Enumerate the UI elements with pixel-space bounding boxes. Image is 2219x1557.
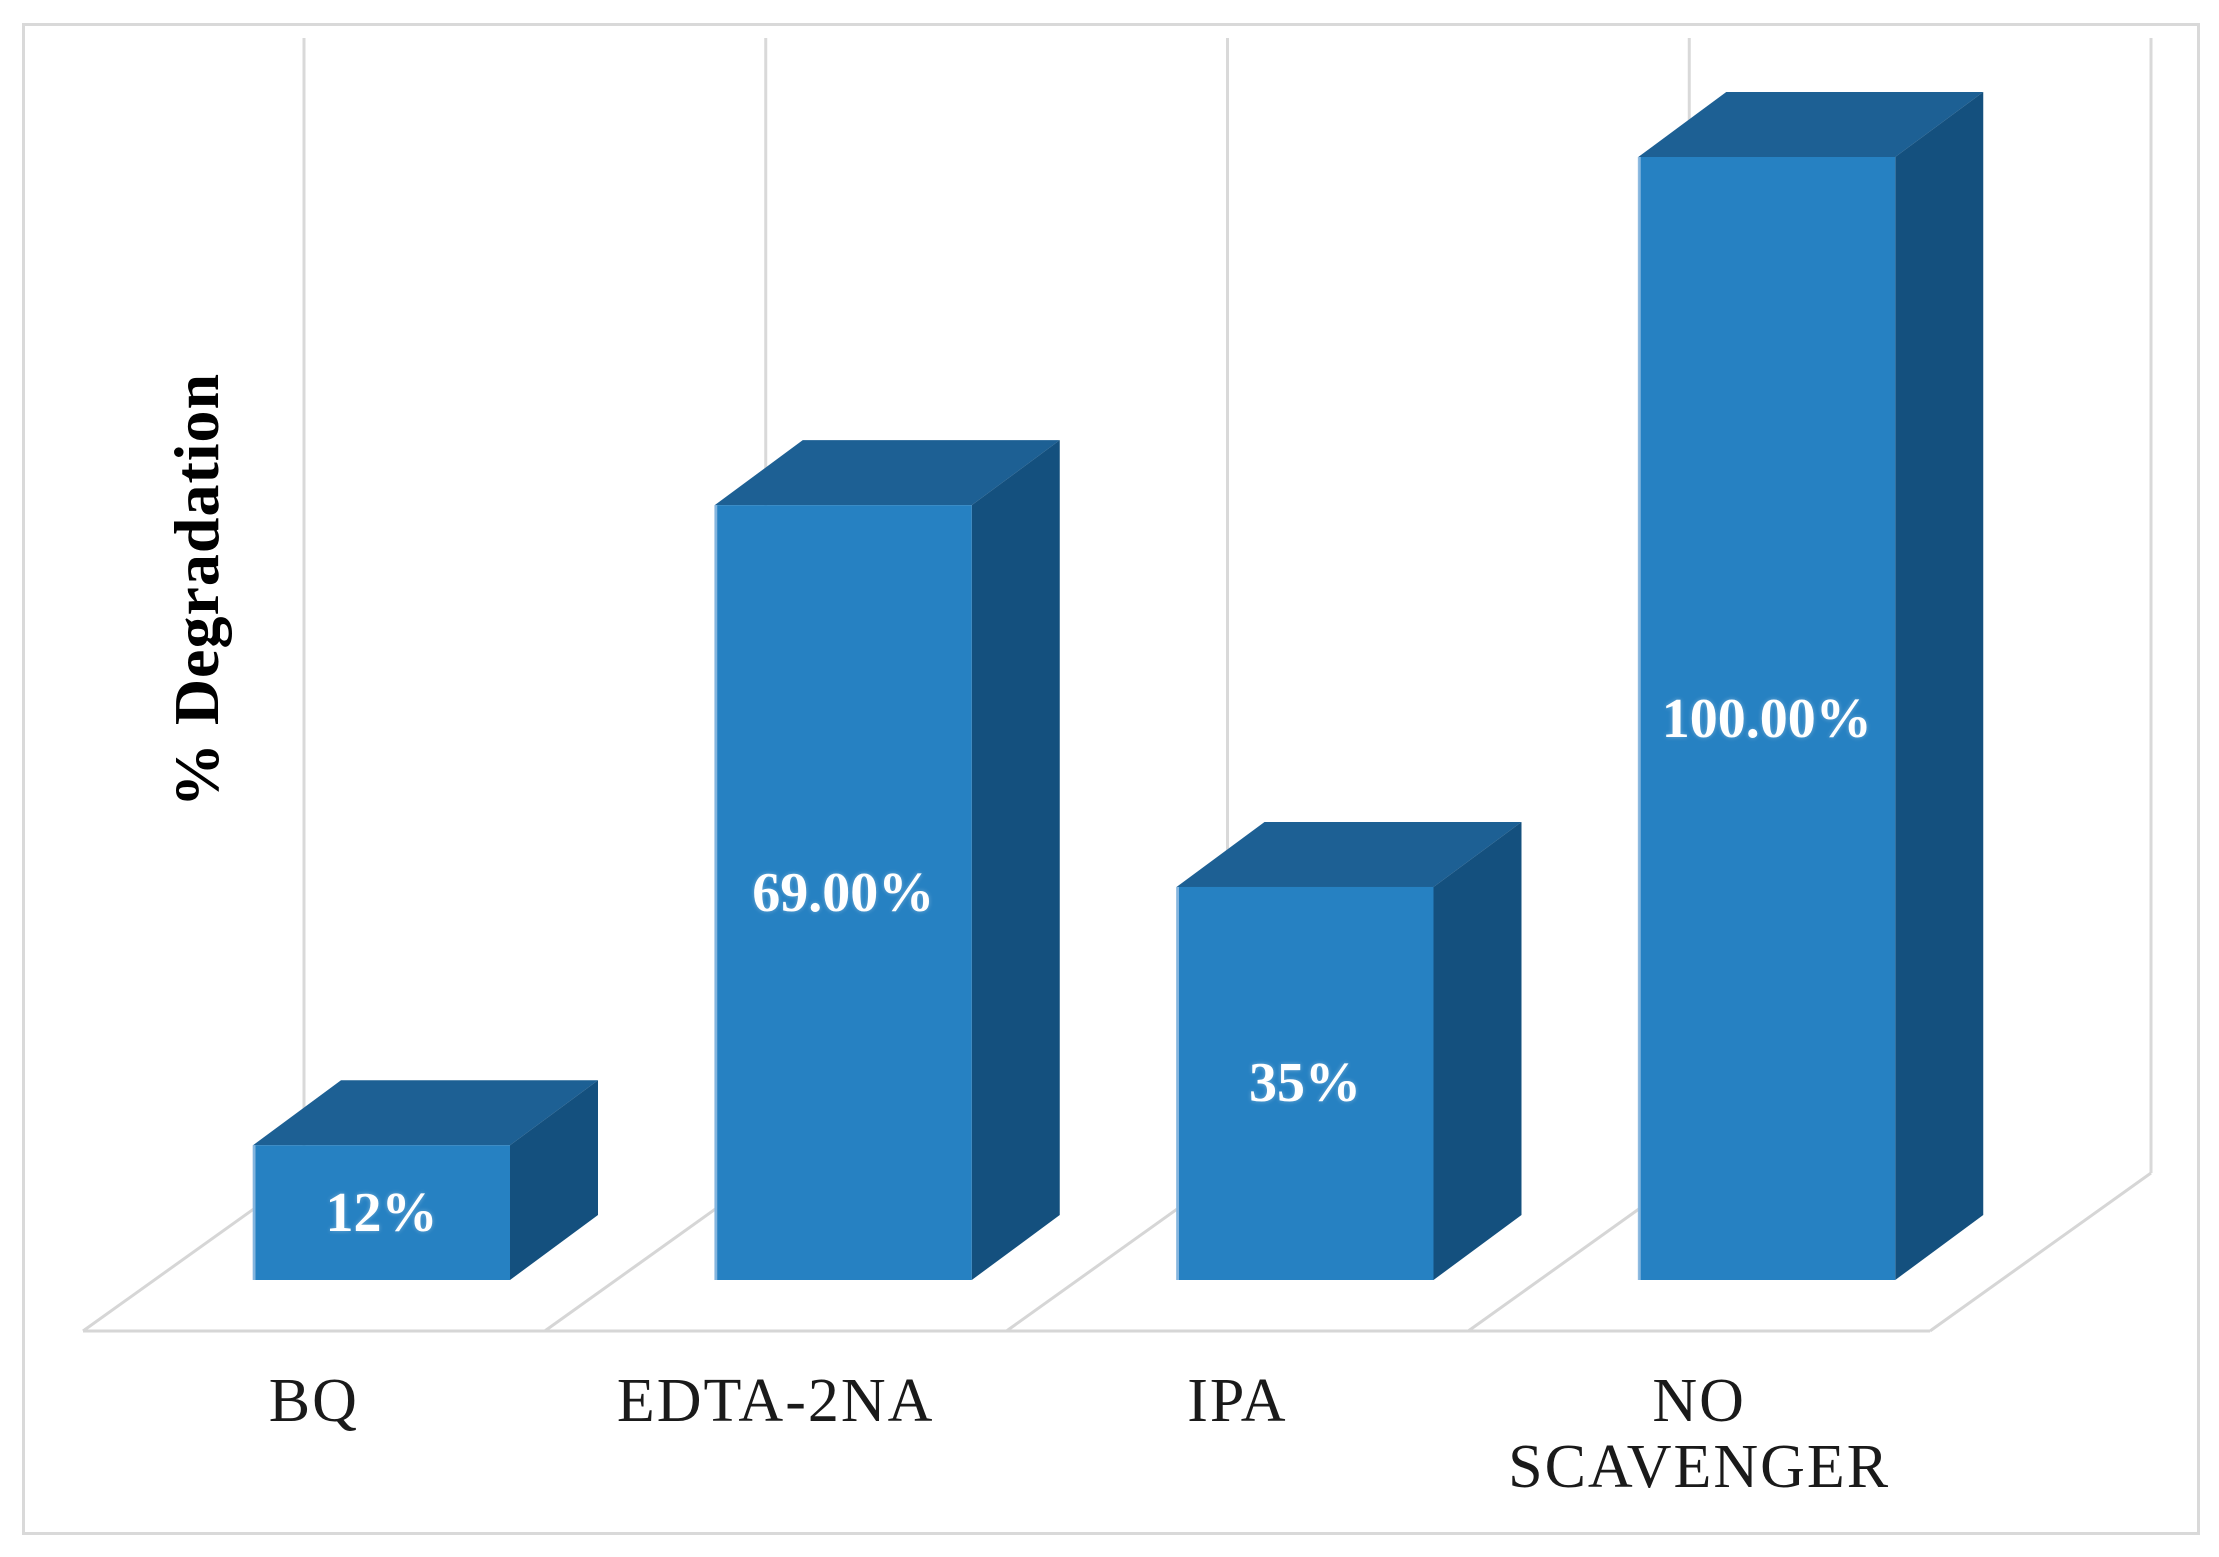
bar-value-label: 12% [325, 1181, 438, 1244]
floor-depth-line [1929, 1171, 2152, 1333]
category-label: EDTA-2NA [616, 1367, 935, 1435]
bar-front-face [1176, 886, 1434, 1280]
bar-side-face [1433, 821, 1522, 1280]
bar-value-label: 100.00% [1661, 687, 1872, 750]
bar-top-face [1176, 821, 1522, 887]
bar-front-face [1638, 157, 1896, 1280]
y-axis-title: % Degradation [161, 372, 232, 808]
bar-side-face [971, 440, 1060, 1280]
category-label: BQ [268, 1367, 359, 1435]
bar-side-face [510, 1080, 598, 1280]
category-label: IPA [1187, 1367, 1288, 1435]
bar-front-face [714, 505, 972, 1280]
bar-value-label: 35% [1249, 1052, 1361, 1115]
bar-top-face [1638, 92, 1984, 157]
bar-top-face [253, 1080, 598, 1146]
bar-front-face [253, 1145, 510, 1280]
bar-top-face [714, 440, 1060, 506]
bar-side-face [1895, 92, 1984, 1280]
category-label: NO SCAVENGER [1508, 1367, 1891, 1501]
bar-value-label: 69.00% [752, 861, 935, 924]
